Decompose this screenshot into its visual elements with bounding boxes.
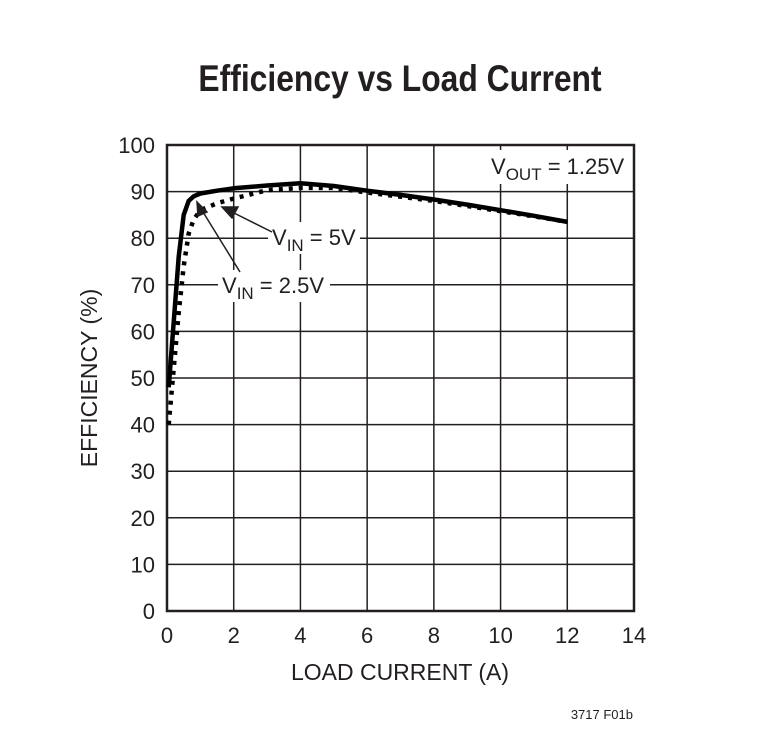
data-series (166, 180, 568, 425)
x-tick-label: 4 (294, 623, 306, 648)
y-axis-ticks: 0 10 20 30 40 50 60 70 80 90 100 (118, 133, 155, 624)
x-tick-label: 0 (161, 623, 173, 648)
vin25-annotation: VIN = 2.5V (222, 273, 324, 303)
y-tick-label: 0 (143, 599, 155, 624)
vin5-arrow (220, 206, 273, 233)
y-tick-label: 60 (131, 319, 155, 344)
y-tick-label: 100 (118, 133, 155, 158)
y-tick-label: 40 (131, 413, 155, 438)
chart-title: Efficiency vs Load Current (198, 58, 602, 99)
x-tick-label: 2 (228, 623, 240, 648)
vin5-annotation: VIN = 5V (272, 225, 356, 255)
x-axis-label: LOAD CURRENT (A) (291, 659, 509, 685)
x-tick-label: 10 (488, 623, 512, 648)
series-vin-5v (166, 185, 568, 425)
y-tick-label: 30 (131, 459, 155, 484)
plot-frame (165, 143, 636, 613)
y-tick-label: 80 (131, 226, 155, 251)
vin25-arrow (196, 200, 241, 273)
series-vin-2-5v (166, 180, 568, 388)
y-axis-label: EFFICIENCY (%) (76, 289, 102, 467)
y-tick-label: 50 (131, 366, 155, 391)
x-tick-label: 6 (361, 623, 373, 648)
y-tick-label: 10 (131, 552, 155, 577)
y-tick-label: 20 (131, 506, 155, 531)
x-axis-ticks: 0 2 4 6 8 10 12 14 (161, 623, 646, 648)
vout-annotation: VOUT = 1.25V (491, 154, 624, 184)
x-tick-label: 12 (555, 623, 579, 648)
x-tick-label: 14 (622, 623, 646, 648)
x-tick-label: 8 (428, 623, 440, 648)
vin5-label-bg (268, 222, 360, 254)
figure-footnote: 3717 F01b (571, 707, 633, 722)
y-tick-label: 90 (131, 180, 155, 205)
vin25-label-bg (218, 270, 330, 302)
vout-label-bg (488, 150, 630, 184)
y-tick-label: 70 (131, 273, 155, 298)
